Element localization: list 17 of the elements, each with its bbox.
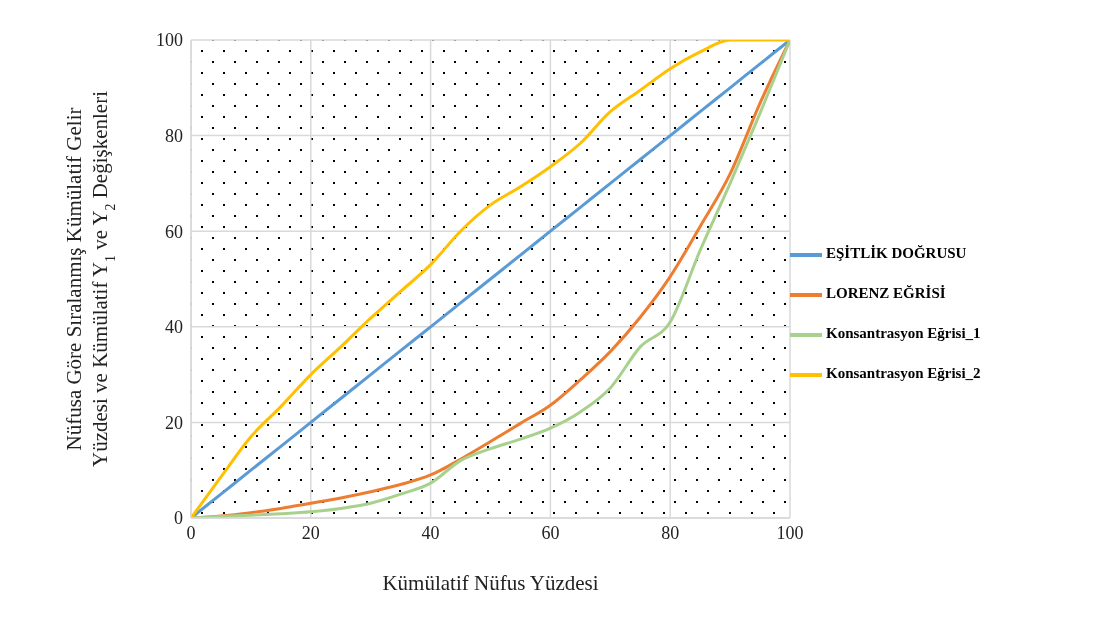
y-tick-label: 100 [156, 30, 183, 51]
x-tick-label: 40 [421, 522, 440, 543]
x-tick-label: 80 [661, 522, 680, 543]
legend-label: Konsantrasyon Eğrisi_1 [826, 325, 981, 341]
x-tick-label: 20 [301, 522, 320, 543]
x-axis-title: Kümülatif Nüfus Yüzdesi [382, 571, 599, 595]
y-tick-label: 0 [174, 508, 183, 529]
y-tick-label: 60 [165, 221, 183, 242]
x-tick-label: 100 [776, 522, 804, 543]
legend-label: EŞİTLİK DOĞRUSU [826, 245, 967, 261]
y-tick-label: 40 [165, 317, 183, 338]
legend-label: LORENZ EĞRİSİ [826, 285, 946, 301]
x-tick-label: 0 [186, 522, 196, 543]
y-tick-label: 20 [165, 412, 183, 433]
y-tick-label: 80 [165, 125, 183, 146]
x-tick-label: 60 [541, 522, 560, 543]
legend-label: Konsantrasyon Eğrisi_2 [826, 365, 981, 381]
